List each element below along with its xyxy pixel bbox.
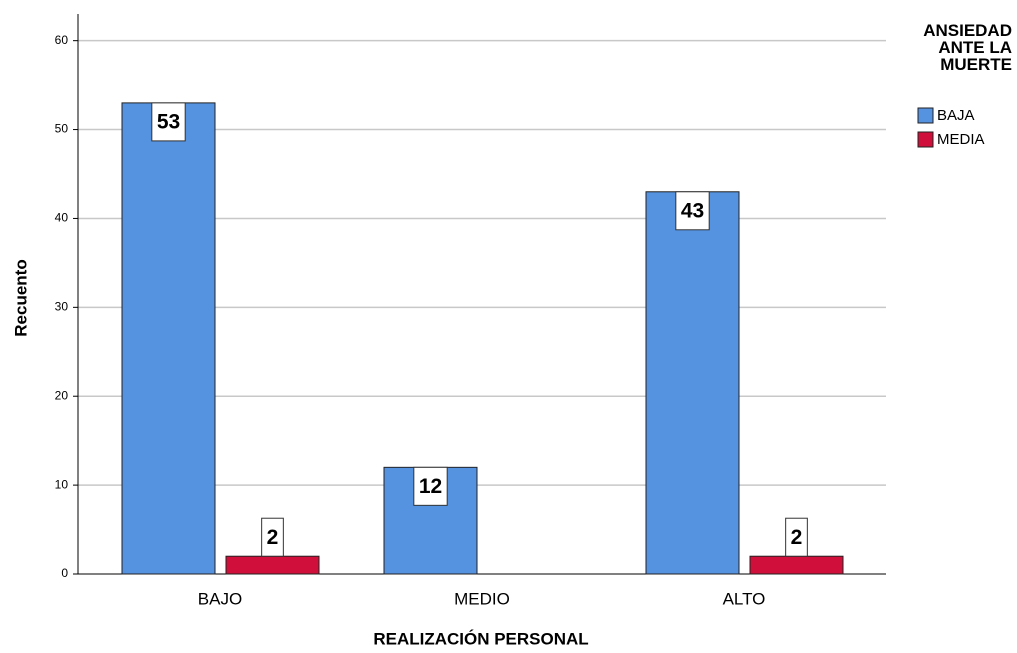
y-tick-label: 10 bbox=[55, 477, 69, 491]
value-label: 12 bbox=[419, 475, 442, 498]
legend-label: MEDIA bbox=[937, 131, 985, 148]
bar bbox=[645, 191, 740, 575]
legend-swatch bbox=[917, 107, 934, 124]
y-tick-label: 40 bbox=[55, 211, 69, 225]
y-tick-label: 30 bbox=[55, 300, 69, 314]
bar bbox=[121, 102, 216, 575]
value-label: 43 bbox=[681, 199, 704, 222]
bar bbox=[749, 555, 844, 575]
y-axis-title: Recuento bbox=[11, 259, 30, 336]
y-tick-label: 60 bbox=[55, 33, 69, 47]
legend-swatch bbox=[917, 131, 934, 148]
legend-title: ANSIEDAD ANTE LA MUERTE bbox=[923, 21, 1012, 74]
x-tick-label: BAJO bbox=[198, 589, 242, 608]
y-tick-label: 0 bbox=[61, 566, 68, 580]
legend-label: BAJA bbox=[937, 107, 975, 124]
value-label-box bbox=[151, 102, 186, 142]
bar bbox=[225, 555, 320, 575]
value-label: 53 bbox=[157, 110, 180, 133]
y-tick-label: 50 bbox=[55, 122, 69, 136]
x-tick-label: MEDIO bbox=[454, 589, 510, 608]
value-label-box bbox=[675, 191, 710, 231]
y-tick-label: 20 bbox=[55, 388, 69, 402]
value-label: 2 bbox=[791, 526, 803, 549]
x-tick-label: ALTO bbox=[723, 589, 766, 608]
x-axis-title: REALIZACIÓN PERSONAL bbox=[373, 629, 588, 648]
value-label-box bbox=[413, 466, 448, 506]
value-label-box bbox=[261, 517, 284, 557]
value-label: 2 bbox=[267, 526, 279, 549]
value-label-box bbox=[785, 517, 808, 557]
